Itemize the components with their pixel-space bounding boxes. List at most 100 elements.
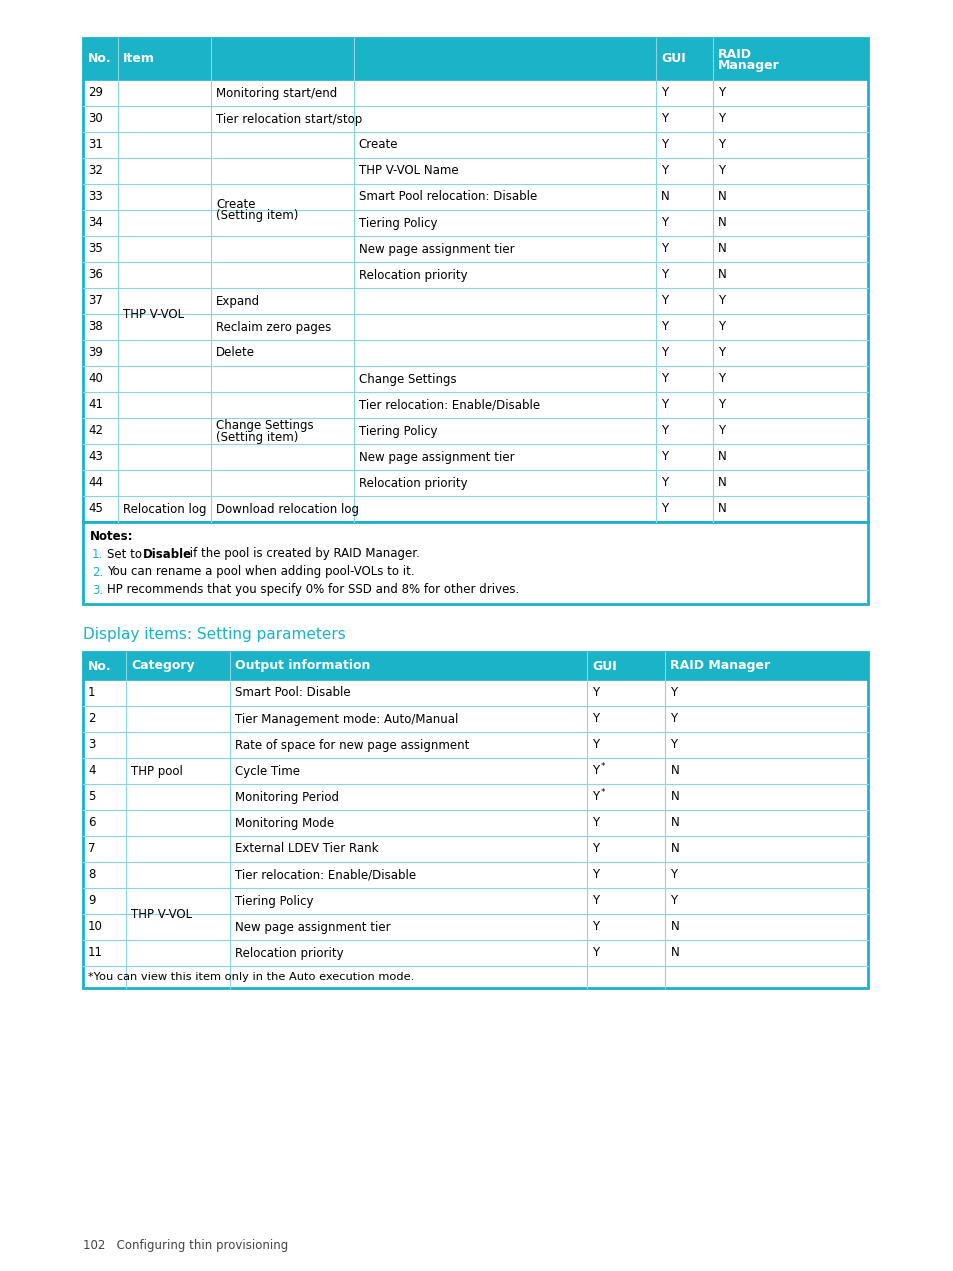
Text: 7: 7	[88, 843, 95, 855]
Text: 42: 42	[88, 425, 103, 437]
Text: if the pool is created by RAID Manager.: if the pool is created by RAID Manager.	[186, 548, 419, 561]
Text: Display items: Setting parameters: Display items: Setting parameters	[83, 627, 345, 642]
Text: Y: Y	[717, 425, 724, 437]
Text: Reclaim zero pages: Reclaim zero pages	[215, 320, 331, 333]
Text: Y: Y	[660, 450, 667, 464]
Text: GUI: GUI	[660, 52, 685, 66]
Bar	[83, 652, 867, 988]
Text: Category: Category	[131, 660, 194, 672]
Text: Y: Y	[660, 216, 667, 230]
Text: (Setting item): (Setting item)	[215, 431, 298, 444]
Text: 3: 3	[88, 738, 95, 751]
Text: N: N	[717, 191, 725, 203]
Text: Y: Y	[660, 243, 667, 255]
Text: 29: 29	[88, 86, 103, 99]
Text: Y: Y	[717, 372, 724, 385]
Text: Y: Y	[670, 868, 677, 882]
Text: N: N	[670, 947, 679, 960]
Text: *: *	[600, 761, 605, 770]
Text: N: N	[717, 243, 725, 255]
Text: Y: Y	[660, 295, 667, 308]
Text: Tiering Policy: Tiering Policy	[234, 895, 313, 907]
Text: Y: Y	[660, 477, 667, 489]
Text: Y: Y	[592, 686, 598, 699]
Text: Y: Y	[660, 320, 667, 333]
Text: N: N	[660, 191, 669, 203]
Text: Y: Y	[717, 164, 724, 178]
Bar	[83, 38, 867, 80]
Text: Tier relocation: Enable/Disable: Tier relocation: Enable/Disable	[234, 868, 416, 882]
Text: Y: Y	[660, 268, 667, 281]
Text: 4: 4	[88, 764, 95, 778]
Text: 6: 6	[88, 816, 95, 830]
Text: N: N	[717, 268, 725, 281]
Text: Notes:: Notes:	[90, 530, 133, 543]
Text: N: N	[717, 502, 725, 516]
Text: Set to: Set to	[107, 548, 146, 561]
Text: Tier Management mode: Auto/Manual: Tier Management mode: Auto/Manual	[234, 713, 457, 726]
Text: Y: Y	[592, 764, 598, 778]
Bar	[83, 652, 867, 680]
Text: Monitoring Period: Monitoring Period	[234, 791, 338, 803]
Text: GUI: GUI	[592, 660, 616, 672]
Text: 32: 32	[88, 164, 103, 178]
Text: 43: 43	[88, 450, 103, 464]
Text: N: N	[717, 450, 725, 464]
Text: 31: 31	[88, 139, 103, 151]
Text: Y: Y	[660, 139, 667, 151]
Text: THP V-VOL: THP V-VOL	[123, 308, 184, 320]
Text: Y: Y	[660, 425, 667, 437]
Text: 102   Configuring thin provisioning: 102 Configuring thin provisioning	[83, 1239, 288, 1252]
Text: Y: Y	[660, 372, 667, 385]
Text: Rate of space for new page assignment: Rate of space for new page assignment	[234, 738, 469, 751]
Text: N: N	[670, 816, 679, 830]
Text: RAID: RAID	[717, 47, 751, 61]
Text: 34: 34	[88, 216, 103, 230]
Text: N: N	[670, 843, 679, 855]
Text: Y: Y	[670, 738, 677, 751]
Text: 36: 36	[88, 268, 103, 281]
Text: RAID Manager: RAID Manager	[670, 660, 770, 672]
Text: Expand: Expand	[215, 295, 260, 308]
Text: Smart Pool relocation: Disable: Smart Pool relocation: Disable	[358, 191, 537, 203]
Text: Y: Y	[670, 686, 677, 699]
Text: Y: Y	[717, 113, 724, 126]
Text: Y: Y	[717, 320, 724, 333]
Text: 39: 39	[88, 347, 103, 360]
Text: Manager: Manager	[717, 60, 779, 72]
Text: N: N	[670, 764, 679, 778]
Text: Y: Y	[592, 816, 598, 830]
Text: N: N	[717, 216, 725, 230]
Text: 44: 44	[88, 477, 103, 489]
Text: 9: 9	[88, 895, 95, 907]
Text: HP recommends that you specify 0% for SSD and 8% for other drives.: HP recommends that you specify 0% for SS…	[107, 583, 518, 596]
Text: Y: Y	[592, 713, 598, 726]
Text: Y: Y	[592, 843, 598, 855]
Text: 11: 11	[88, 947, 103, 960]
Text: 30: 30	[88, 113, 103, 126]
Text: Y: Y	[592, 791, 598, 803]
Text: Y: Y	[670, 713, 677, 726]
Text: Relocation log: Relocation log	[123, 502, 207, 516]
Text: 1: 1	[88, 686, 95, 699]
Text: Y: Y	[660, 86, 667, 99]
Text: 41: 41	[88, 399, 103, 412]
Text: Monitoring start/end: Monitoring start/end	[215, 86, 336, 99]
Text: 35: 35	[88, 243, 103, 255]
Text: THP V-VOL: THP V-VOL	[131, 907, 193, 920]
Text: Monitoring Mode: Monitoring Mode	[234, 816, 334, 830]
Text: Relocation priority: Relocation priority	[234, 947, 343, 960]
Text: Y: Y	[717, 399, 724, 412]
Text: (Setting item): (Setting item)	[215, 210, 298, 222]
Text: 2: 2	[88, 713, 95, 726]
Text: *: *	[600, 788, 605, 797]
Text: Download relocation log: Download relocation log	[215, 502, 358, 516]
Text: No.: No.	[88, 660, 112, 672]
Text: Y: Y	[660, 113, 667, 126]
Text: 38: 38	[88, 320, 103, 333]
Text: THP V-VOL Name: THP V-VOL Name	[358, 164, 458, 178]
Text: 33: 33	[88, 191, 103, 203]
Text: Smart Pool: Disable: Smart Pool: Disable	[234, 686, 350, 699]
Text: No.: No.	[88, 52, 112, 66]
Text: External LDEV Tier Rank: External LDEV Tier Rank	[234, 843, 378, 855]
